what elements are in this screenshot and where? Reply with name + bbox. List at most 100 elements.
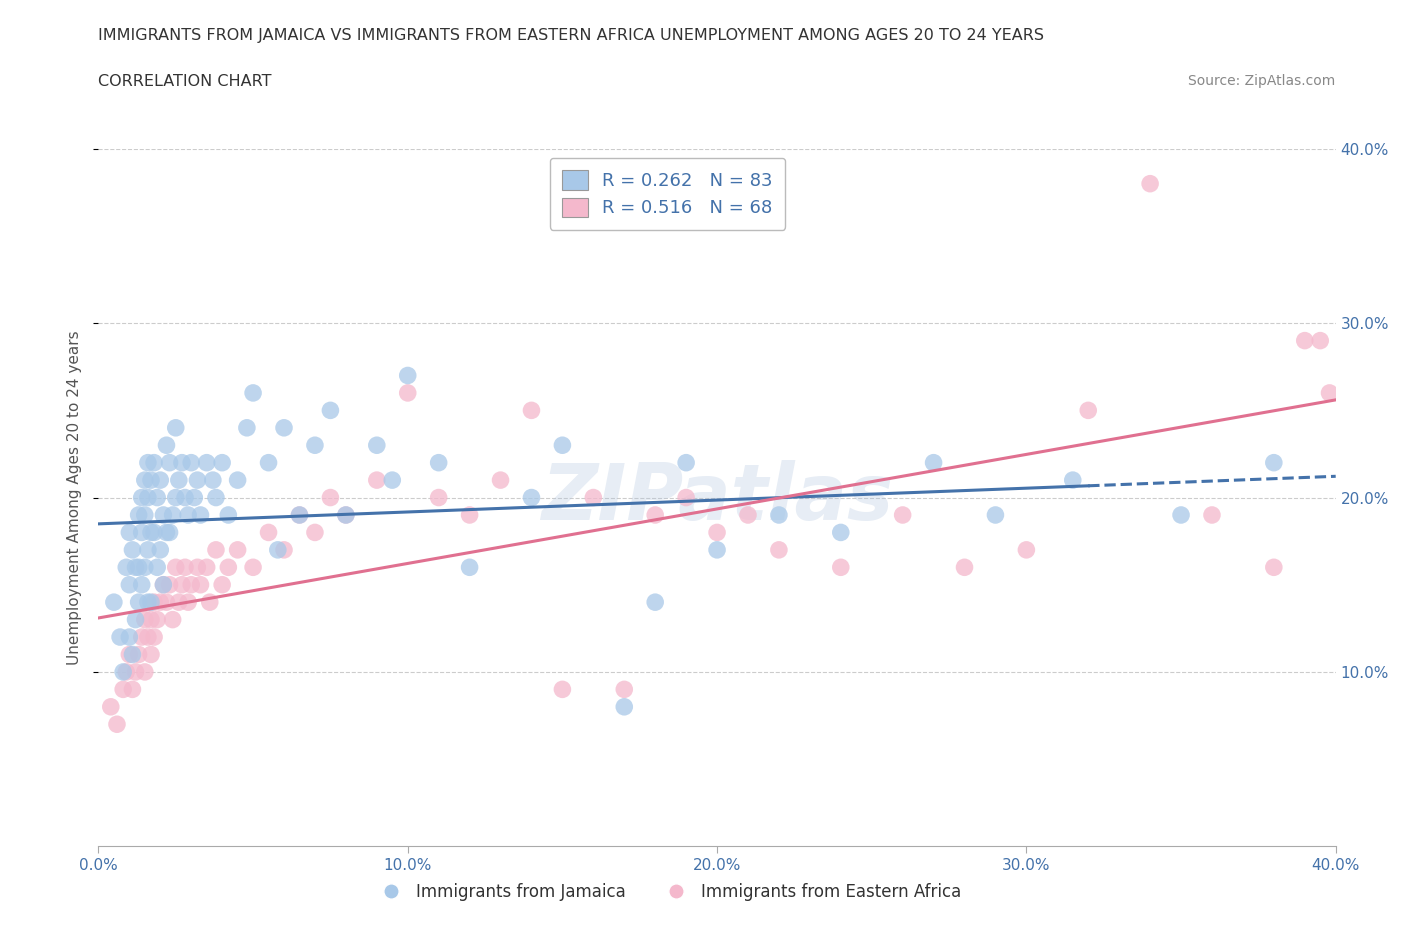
Point [1077,403,1099,418]
Point [551,682,574,697]
Point [186,472,208,487]
Point [174,490,197,505]
Point [520,403,543,418]
Point [217,508,239,523]
Point [103,595,125,610]
Point [335,508,357,523]
Point [167,595,190,610]
Point [288,508,311,523]
Point [170,578,193,592]
Point [613,699,636,714]
Point [143,595,166,610]
Point [139,612,162,627]
Y-axis label: Unemployment Among Ages 20 to 24 years: Unemployment Among Ages 20 to 24 years [67,330,83,665]
Point [115,560,138,575]
Point [675,456,697,471]
Point [174,560,197,575]
Point [121,542,143,557]
Point [304,438,326,453]
Point [180,456,202,471]
Point [124,560,146,575]
Point [139,595,162,610]
Point [381,472,404,487]
Point [644,595,666,610]
Point [922,456,945,471]
Point [128,595,150,610]
Point [124,665,146,680]
Point [257,525,280,540]
Point [134,472,156,487]
Point [177,508,200,523]
Point [177,595,200,610]
Point [155,438,177,453]
Point [131,525,153,540]
Point [128,560,150,575]
Point [162,612,184,627]
Point [891,508,914,523]
Point [1309,333,1331,348]
Point [152,578,174,592]
Point [159,525,181,540]
Point [121,647,143,662]
Point [146,612,169,627]
Point [143,630,166,644]
Point [139,525,162,540]
Point [1139,177,1161,192]
Point [242,560,264,575]
Point [139,472,162,487]
Point [149,542,172,557]
Point [1263,560,1285,575]
Point [170,456,193,471]
Point [953,560,976,575]
Point [139,647,162,662]
Point [115,665,138,680]
Point [136,595,159,610]
Point [1319,386,1341,401]
Point [1294,333,1316,348]
Point [190,508,212,523]
Point [162,508,184,523]
Point [304,525,326,540]
Point [105,717,128,732]
Point [134,612,156,627]
Point [1263,456,1285,471]
Point [427,490,450,505]
Point [267,542,290,557]
Point [136,542,159,557]
Point [128,647,150,662]
Point [489,472,512,487]
Point [121,682,143,697]
Point [236,420,259,435]
Point [1201,508,1223,523]
Point [644,508,666,523]
Point [186,560,208,575]
Point [118,630,141,644]
Point [100,699,122,714]
Point [108,630,131,644]
Point [112,665,135,680]
Point [180,578,202,592]
Point [273,420,295,435]
Point [195,456,218,471]
Point [131,490,153,505]
Point [335,508,357,523]
Point [551,438,574,453]
Point [155,525,177,540]
Point [205,490,228,505]
Point [134,560,156,575]
Legend: Immigrants from Jamaica, Immigrants from Eastern Africa: Immigrants from Jamaica, Immigrants from… [367,876,967,908]
Point [396,386,419,401]
Point [118,647,141,662]
Point [706,542,728,557]
Point [366,438,388,453]
Point [366,472,388,487]
Point [143,456,166,471]
Point [984,508,1007,523]
Point [706,525,728,540]
Point [675,490,697,505]
Point [830,560,852,575]
Text: Source: ZipAtlas.com: Source: ZipAtlas.com [1188,74,1336,88]
Point [167,472,190,487]
Point [396,368,419,383]
Point [159,456,181,471]
